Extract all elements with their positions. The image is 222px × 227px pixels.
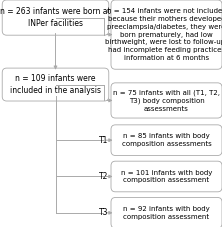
Text: n = 85 infants with body
composition assessments: n = 85 infants with body composition ass… bbox=[122, 133, 211, 147]
Text: T2: T2 bbox=[99, 172, 108, 181]
Text: n = 75 infants with all (T1, T2,
T3) body composition
assessments: n = 75 infants with all (T1, T2, T3) bod… bbox=[113, 89, 220, 112]
Text: T3: T3 bbox=[99, 208, 108, 217]
Text: n = 101 infants with body
composition assessment: n = 101 infants with body composition as… bbox=[121, 170, 212, 183]
Text: n = 109 infants were
included in the analysis: n = 109 infants were included in the ana… bbox=[10, 74, 101, 95]
Text: T1: T1 bbox=[99, 136, 108, 145]
FancyBboxPatch shape bbox=[111, 161, 222, 192]
FancyBboxPatch shape bbox=[111, 197, 222, 227]
FancyBboxPatch shape bbox=[111, 125, 222, 155]
Text: n = 154 infants were not included
because their mothers developed
preeclampsia/d: n = 154 infants were not included becaus… bbox=[105, 8, 222, 61]
FancyBboxPatch shape bbox=[111, 0, 222, 69]
FancyBboxPatch shape bbox=[2, 0, 109, 35]
Text: n = 92 infants with body
composition assessment: n = 92 infants with body composition ass… bbox=[123, 206, 210, 220]
FancyBboxPatch shape bbox=[2, 68, 109, 101]
Text: n = 263 infants were born at
INPer facilities: n = 263 infants were born at INPer facil… bbox=[0, 7, 111, 28]
FancyBboxPatch shape bbox=[111, 83, 222, 118]
